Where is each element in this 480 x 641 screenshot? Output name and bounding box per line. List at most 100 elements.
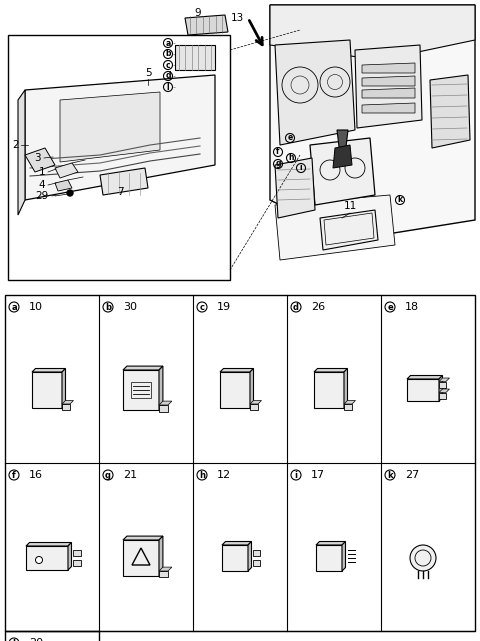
Text: f: f [12,470,16,479]
Text: d: d [293,303,299,312]
Polygon shape [439,381,446,388]
Polygon shape [55,180,72,191]
Polygon shape [62,404,70,410]
Polygon shape [26,542,72,546]
Polygon shape [439,378,449,381]
Polygon shape [253,550,260,556]
Polygon shape [159,366,163,410]
Text: h: h [288,153,294,163]
Polygon shape [73,550,81,556]
Text: 10: 10 [29,302,43,312]
Polygon shape [362,76,415,86]
Circle shape [36,556,43,563]
Text: e: e [387,303,393,312]
Polygon shape [60,92,160,162]
Polygon shape [270,5,475,60]
Polygon shape [18,90,25,215]
Text: 21: 21 [123,470,137,480]
Text: a: a [11,303,17,312]
Polygon shape [159,401,172,405]
Polygon shape [316,545,342,571]
Polygon shape [314,372,344,408]
Text: 4: 4 [39,180,45,190]
Text: i: i [300,163,302,172]
Text: k: k [397,196,403,204]
Polygon shape [362,63,415,73]
Polygon shape [333,145,352,168]
Text: 18: 18 [405,302,419,312]
Polygon shape [250,404,258,410]
Text: d: d [165,72,171,81]
Polygon shape [68,542,72,570]
Polygon shape [220,372,250,408]
Text: i: i [295,470,298,479]
Text: c: c [166,60,170,69]
Text: e: e [288,133,293,142]
Polygon shape [407,376,443,379]
Polygon shape [316,542,346,545]
Polygon shape [123,370,159,410]
Polygon shape [159,536,163,576]
Polygon shape [320,210,378,250]
Polygon shape [337,130,348,155]
Text: l: l [12,638,15,641]
Polygon shape [270,5,475,240]
Polygon shape [362,88,415,98]
Polygon shape [344,404,352,410]
Polygon shape [73,560,81,566]
Polygon shape [248,542,252,571]
Polygon shape [253,560,260,566]
Polygon shape [362,103,415,113]
Text: a: a [166,38,170,47]
Text: g: g [275,160,281,169]
Polygon shape [222,545,248,571]
Text: 13: 13 [230,13,244,23]
Polygon shape [250,401,262,404]
Polygon shape [275,158,315,218]
Polygon shape [32,372,62,408]
Polygon shape [123,366,163,370]
Polygon shape [159,405,168,412]
Polygon shape [175,45,215,70]
Polygon shape [185,15,228,35]
Text: 17: 17 [311,470,325,480]
Polygon shape [314,369,348,372]
Text: 12: 12 [217,470,231,480]
Polygon shape [220,369,253,372]
Text: 29: 29 [36,191,48,201]
Polygon shape [26,546,68,570]
Text: 3: 3 [34,153,40,163]
Circle shape [67,190,73,196]
Text: c: c [200,303,204,312]
Polygon shape [62,369,65,408]
Text: g: g [105,470,111,479]
Polygon shape [344,369,348,408]
Text: f: f [276,147,280,156]
Text: k: k [387,470,393,479]
Polygon shape [430,75,470,148]
Text: 16: 16 [29,470,43,480]
Polygon shape [32,369,65,372]
Text: 2: 2 [12,140,19,150]
Polygon shape [100,168,148,195]
Text: 26: 26 [311,302,325,312]
Polygon shape [407,379,439,401]
Polygon shape [250,369,253,408]
Text: 30: 30 [123,302,137,312]
Text: 20: 20 [29,638,43,641]
Polygon shape [25,75,215,200]
Polygon shape [222,542,252,545]
Polygon shape [55,163,78,178]
Polygon shape [275,195,395,260]
Polygon shape [159,567,172,571]
Polygon shape [344,401,356,404]
Text: l: l [167,83,169,92]
Text: 11: 11 [343,201,357,211]
Polygon shape [439,376,443,401]
Text: 5: 5 [144,68,151,78]
Text: b: b [105,303,111,312]
Polygon shape [123,536,163,540]
Polygon shape [342,542,346,571]
Text: 1: 1 [39,167,45,177]
Polygon shape [439,392,446,399]
